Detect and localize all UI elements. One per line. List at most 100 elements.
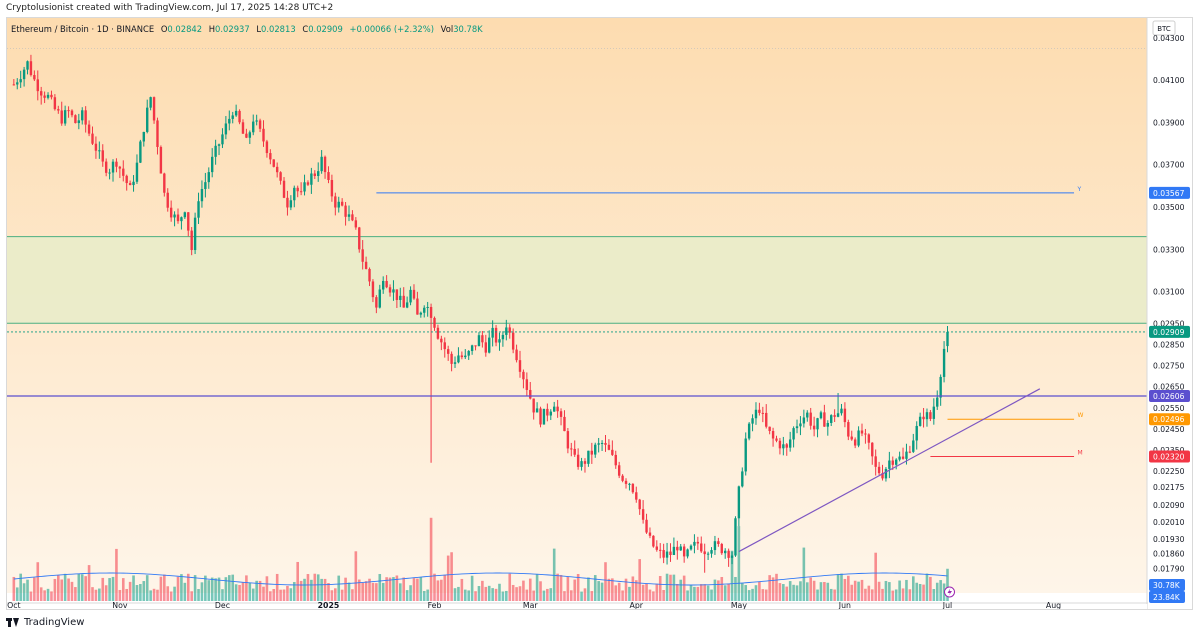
candle-body: [265, 141, 269, 154]
volume-bar: [224, 577, 228, 601]
volume-bar: [289, 588, 293, 601]
volume-bar: [720, 576, 724, 601]
candle-body: [340, 201, 344, 206]
volume-bar: [881, 588, 884, 601]
candle-body: [159, 146, 163, 174]
volume-bar: [600, 582, 604, 601]
volume-bar: [532, 590, 535, 601]
candle-body: [611, 449, 614, 455]
volume-bar: [159, 576, 163, 601]
candle-body: [279, 172, 282, 181]
candle-body: [460, 355, 464, 358]
chart-frame[interactable]: Y W M BTC 0.04300 0.04100 0.03900 0.03700 0.0350…: [6, 17, 1193, 610]
candle-body: [689, 545, 693, 550]
volume-bar: [80, 574, 84, 601]
candle-body: [682, 546, 686, 557]
candle-body: [286, 197, 289, 208]
candle-body: [768, 426, 771, 432]
chart-credit: Cryptolusionist created with TradingView…: [6, 3, 334, 13]
y-tick-label: 0.02175: [1153, 483, 1185, 492]
volume-bar: [703, 584, 706, 601]
candle-body: [553, 406, 556, 412]
level-label-monthly: 0.02320: [1153, 452, 1185, 461]
volume-bar: [142, 581, 146, 601]
volume-last-label: 30.78K: [1153, 581, 1181, 590]
volume-bar: [782, 584, 785, 601]
candle-body: [840, 408, 843, 414]
candle-body: [43, 95, 46, 98]
candle-body: [200, 189, 204, 202]
volume-bar: [870, 589, 874, 601]
volume-bar: [542, 590, 546, 601]
volume-bar: [809, 577, 812, 601]
candle-body: [754, 409, 758, 419]
candle-body: [556, 406, 559, 412]
volume-bar: [392, 577, 395, 601]
candle-body: [912, 440, 915, 452]
candle-body: [905, 451, 908, 459]
x-tick-label: Dec: [215, 601, 230, 610]
candle-body: [399, 295, 402, 300]
candle-body: [864, 433, 867, 435]
volume-bar: [344, 577, 347, 601]
candle-body: [115, 161, 118, 167]
candle-body: [139, 141, 142, 163]
level-label-monthly-bg: [1149, 450, 1190, 463]
candle-body: [344, 205, 347, 217]
volume-bar: [641, 584, 645, 601]
volume-bar: [460, 578, 464, 601]
candle-body: [775, 438, 778, 441]
volume-bar: [132, 575, 135, 601]
volume-bar: [686, 590, 689, 601]
y-tick-label: 0.04300: [1153, 34, 1185, 43]
volume-bar: [539, 581, 542, 601]
y-tick-label: 0.03500: [1153, 203, 1185, 212]
candle-body: [214, 145, 217, 157]
volume-bar: [217, 577, 221, 601]
y-tick-label: 0.02250: [1153, 467, 1185, 476]
volume-bar: [361, 582, 364, 601]
volume-bar: [549, 588, 553, 601]
volume-bar: [135, 585, 139, 601]
volume-bar: [77, 573, 81, 601]
volume-bar: [94, 589, 98, 601]
candle-body: [152, 97, 156, 121]
candle-body: [101, 150, 104, 162]
volume-bar: [241, 582, 245, 601]
candle-body: [429, 306, 433, 318]
candle-body: [57, 109, 60, 111]
candle-body: [638, 499, 641, 510]
candle-body: [234, 110, 238, 116]
candle-body: [436, 327, 440, 339]
volume-bar: [877, 581, 881, 601]
x-tick-label: Feb: [428, 601, 442, 610]
volume-bar: [805, 582, 809, 601]
volume-bar: [491, 588, 494, 601]
candle-body: [576, 454, 580, 467]
candle-body: [686, 549, 689, 557]
candle-body: [895, 459, 898, 465]
candle-body: [583, 461, 587, 464]
candle-body: [566, 431, 570, 449]
candle-body: [665, 551, 669, 558]
candle-body: [494, 327, 498, 343]
candle-body: [412, 289, 416, 299]
volume-bar: [292, 582, 296, 601]
volume-bar: [761, 589, 765, 601]
candle-body: [231, 115, 234, 119]
volume-bar: [833, 589, 836, 601]
candle-body: [91, 133, 94, 144]
time-axis-bg: [7, 604, 1147, 609]
y-tick-label: 0.02850: [1153, 340, 1185, 349]
volume-bar: [713, 579, 717, 601]
candle-body: [470, 345, 474, 352]
volume-bar: [912, 576, 915, 601]
volume-bar: [234, 584, 238, 601]
candle-body: [50, 94, 53, 98]
volume-bar: [258, 580, 262, 601]
candle-body: [169, 207, 173, 218]
volume-bar: [87, 565, 91, 601]
candle-body: [149, 97, 152, 108]
candle-body: [929, 412, 932, 419]
